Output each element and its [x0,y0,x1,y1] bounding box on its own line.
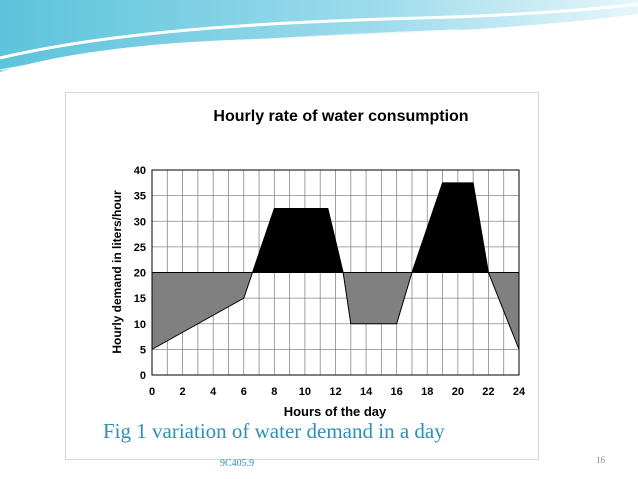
x-tick-label: 0 [149,386,155,398]
surplus-area [152,182,519,273]
y-tick-label: 10 [134,319,146,331]
x-tick-label: 18 [421,386,433,398]
y-tick-label: 40 [134,165,146,177]
y-tick-label: 5 [140,344,146,356]
x-tick-label: 24 [513,386,526,398]
y-tick-label: 20 [134,268,146,280]
y-axis-label: Hourly demand in liters/hour [110,190,124,354]
y-tick-label: 15 [134,293,146,305]
x-tick-label: 2 [180,386,186,398]
x-tick-label: 16 [391,386,403,398]
x-tick-label: 4 [210,386,217,398]
figure-caption: Fig 1 variation of water demand in a day [103,419,445,443]
slide-code: 9C405.9 [220,458,255,469]
page-number: 16 [596,455,605,465]
y-tick-label: 25 [134,242,146,254]
y-tick-label: 0 [140,370,146,382]
x-tick-label: 14 [360,386,373,398]
y-tick-label: 35 [134,191,146,203]
deficit-area [152,272,519,350]
x-tick-label: 6 [241,386,247,398]
plot-frame [151,169,520,376]
y-tick-label: 30 [134,216,146,228]
chart-panel [65,92,539,460]
x-tick-label: 8 [271,386,277,398]
x-tick-label: 20 [452,386,464,398]
x-tick-label: 10 [299,386,311,398]
x-axis-label: Hours of the day [284,404,387,419]
chart-title: Hourly rate of water consumption [213,108,468,125]
x-tick-label: 12 [329,386,341,398]
header-banner [0,0,638,72]
x-tick-label: 22 [482,386,494,398]
demand-line [151,182,520,350]
